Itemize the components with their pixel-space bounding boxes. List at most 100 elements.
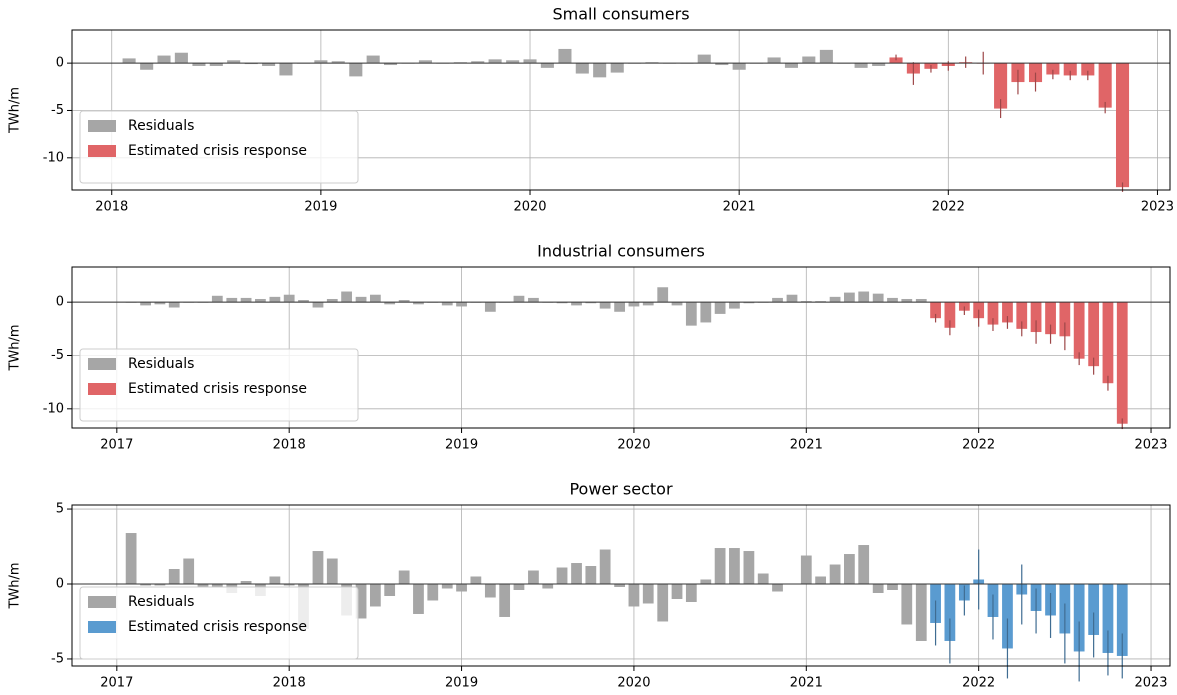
bar	[398, 570, 410, 585]
bar	[226, 297, 238, 303]
bar	[366, 55, 380, 64]
x-tick-label: 2020	[513, 200, 546, 215]
bar	[994, 63, 1008, 109]
bar	[571, 563, 582, 585]
bar	[355, 584, 367, 619]
legend-label: Estimated crisis response	[128, 619, 307, 635]
bar	[915, 584, 927, 641]
bar	[599, 302, 611, 309]
bar	[1102, 584, 1114, 653]
bar	[1116, 302, 1128, 424]
bar	[326, 558, 338, 585]
bar	[844, 292, 855, 303]
bar	[341, 291, 352, 303]
legend-swatch	[88, 145, 116, 157]
legend-label: Estimated crisis response	[128, 143, 307, 159]
bar	[556, 302, 568, 304]
bar	[125, 533, 137, 585]
bar	[456, 302, 467, 307]
x-tick-label: 2022	[962, 438, 995, 453]
bar	[1016, 302, 1028, 329]
bar	[326, 298, 338, 303]
bar	[700, 579, 712, 585]
bar	[772, 584, 783, 592]
bar	[829, 564, 841, 585]
plot-frame	[71, 504, 1171, 667]
y-tick-label: -10	[43, 401, 64, 416]
panel-title: Small consumers	[552, 5, 689, 24]
bar	[283, 584, 295, 586]
legend-swatch	[88, 596, 116, 608]
bar	[513, 295, 525, 303]
bar	[283, 294, 295, 303]
x-tick-label: 2023	[1141, 200, 1174, 215]
bar	[571, 302, 582, 306]
bar	[815, 301, 826, 303]
bar	[642, 302, 654, 306]
bar	[915, 298, 927, 303]
x-tick-label: 2021	[790, 438, 823, 453]
bar	[1073, 302, 1085, 359]
bar	[844, 554, 855, 585]
x-tick-label: 2018	[273, 438, 306, 453]
y-tick-label: -10	[43, 150, 64, 165]
bar	[887, 297, 898, 303]
bar	[279, 63, 293, 76]
bar	[1116, 584, 1128, 656]
bar	[209, 63, 223, 66]
plot-frame	[71, 29, 1171, 191]
bar	[700, 302, 712, 323]
x-tick-label: 2019	[304, 200, 337, 215]
bar	[1030, 302, 1042, 333]
bar	[384, 584, 396, 596]
bar	[558, 48, 572, 64]
bar	[593, 63, 607, 78]
panel-title: Industrial consumers	[537, 242, 705, 261]
bar	[1088, 302, 1100, 367]
bar	[784, 63, 798, 68]
bar	[685, 302, 697, 326]
bar	[671, 302, 683, 306]
bar	[499, 584, 511, 617]
bar	[743, 551, 755, 585]
bar	[441, 584, 453, 589]
bar	[355, 296, 367, 303]
bar	[872, 584, 884, 593]
bar	[262, 63, 276, 66]
bar	[901, 298, 913, 303]
y-tick-label: -5	[51, 103, 64, 118]
bar	[829, 296, 841, 303]
bar	[628, 302, 640, 307]
legend-swatch	[88, 621, 116, 633]
bar	[523, 59, 537, 64]
bar	[331, 61, 345, 64]
bar	[154, 302, 166, 305]
bar	[944, 584, 956, 641]
bar	[575, 63, 589, 74]
x-tick-label: 2018	[273, 676, 306, 691]
bar	[140, 584, 151, 586]
legend-swatch	[88, 383, 116, 395]
legend-swatch	[88, 358, 116, 370]
bar	[1002, 302, 1013, 323]
legend-box	[79, 348, 359, 422]
x-tick-label: 2019	[445, 676, 478, 691]
bar	[312, 302, 324, 308]
x-tick-label: 2022	[932, 200, 965, 215]
bar	[369, 294, 381, 303]
bar	[174, 52, 188, 64]
bar	[383, 63, 398, 66]
bar	[729, 302, 740, 309]
bar	[427, 584, 439, 601]
y-axis-label: TWh/m	[8, 324, 23, 371]
bar	[211, 295, 223, 303]
bar	[488, 59, 502, 64]
bar	[628, 584, 640, 607]
y-tick-label: 0	[56, 577, 64, 592]
bar	[298, 300, 309, 303]
bar	[413, 302, 424, 305]
bar	[685, 584, 697, 602]
x-tick-label: 2022	[962, 676, 995, 691]
bar	[1073, 584, 1085, 652]
panel: Industrial consumers TWh/m -10 -5 0 2017 2018 2…	[8, 242, 1171, 453]
